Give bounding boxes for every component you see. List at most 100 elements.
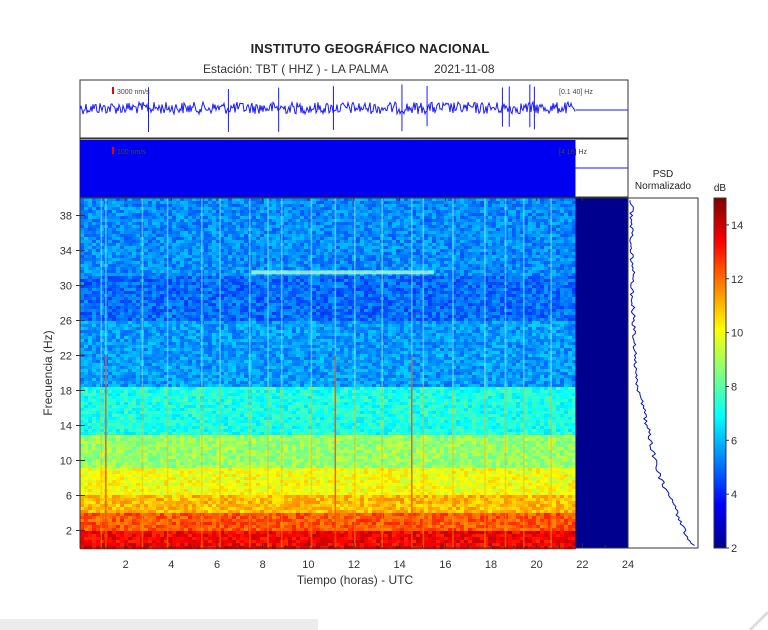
spectrogram-cell bbox=[276, 231, 281, 235]
spectrogram-cell bbox=[136, 240, 141, 244]
spectrogram-cell bbox=[520, 216, 525, 220]
spectrogram-cell bbox=[392, 306, 397, 310]
spectrogram-cell bbox=[564, 300, 569, 304]
spectrogram-cell bbox=[92, 282, 97, 286]
spectrogram-cell bbox=[452, 258, 457, 262]
spectrogram-cell bbox=[88, 198, 93, 202]
spectrogram-cell bbox=[536, 243, 541, 247]
spectrogram-cell bbox=[512, 315, 517, 319]
spectrogram-cell bbox=[148, 210, 153, 214]
spectrogram-cell bbox=[176, 237, 181, 241]
spectrogram-cell bbox=[144, 204, 149, 208]
spectrogram-cell bbox=[448, 282, 453, 286]
spectrogram-cell bbox=[476, 228, 481, 232]
spectrogram-cell bbox=[88, 234, 93, 238]
spectrogram-cell bbox=[180, 282, 185, 286]
spectrogram-cell bbox=[416, 282, 421, 286]
spectrogram-cell bbox=[172, 312, 177, 316]
spectrogram-cell bbox=[144, 243, 149, 247]
spectrogram-cell bbox=[316, 201, 321, 205]
spectrogram-cell bbox=[460, 231, 465, 235]
spectrogram-cell bbox=[516, 216, 521, 220]
spectrogram-cell bbox=[240, 309, 245, 313]
spectrogram-cell bbox=[96, 261, 101, 265]
spectrogram-cell bbox=[268, 249, 273, 253]
spectrogram-cell bbox=[348, 276, 353, 280]
spectrogram-cell bbox=[272, 285, 277, 289]
spectrogram-cell bbox=[476, 219, 481, 223]
spectrogram-cell bbox=[448, 270, 453, 274]
spectrogram-cell bbox=[480, 201, 485, 205]
spectrogram-cell bbox=[464, 201, 469, 205]
spectrogram-cell bbox=[124, 279, 129, 283]
spectrogram-cell bbox=[540, 210, 545, 214]
spectrogram-cell bbox=[484, 219, 489, 223]
spectrogram-cell bbox=[536, 246, 541, 250]
spectrogram-cell bbox=[456, 255, 461, 259]
spectrogram-cell bbox=[404, 216, 409, 220]
spectrogram-cell bbox=[216, 279, 221, 283]
spectrogram-cell bbox=[496, 282, 501, 286]
spectrogram-cell bbox=[468, 255, 473, 259]
spectrogram-cell bbox=[252, 300, 257, 304]
spectrogram-cell bbox=[252, 204, 257, 208]
spectrogram-cell bbox=[484, 243, 489, 247]
spectrogram-cell bbox=[180, 264, 185, 268]
spectrogram-cell bbox=[508, 201, 513, 205]
spectrogram-cell bbox=[272, 312, 277, 316]
spectrogram-cell bbox=[88, 294, 93, 298]
spectrogram-cell bbox=[560, 291, 565, 295]
spectrogram-cell bbox=[116, 222, 121, 226]
spectrogram-cell bbox=[308, 309, 313, 313]
spectrogram-cell bbox=[408, 258, 413, 262]
spectrogram-cell bbox=[500, 267, 505, 271]
spectrogram-cell bbox=[268, 210, 273, 214]
spectrogram-cell bbox=[340, 219, 345, 223]
spectrogram-cell bbox=[284, 198, 289, 202]
spectrogram-cell bbox=[148, 258, 153, 262]
spectrogram-cell bbox=[260, 258, 265, 262]
spectrogram-cell bbox=[568, 246, 573, 250]
spectrogram-cell bbox=[296, 279, 301, 283]
spectrogram-cell bbox=[260, 201, 265, 205]
spectrogram-cell bbox=[376, 303, 381, 307]
spectrogram-cell bbox=[360, 255, 365, 259]
spectrogram-cell bbox=[496, 297, 501, 301]
spectrogram-cell bbox=[560, 231, 565, 235]
spectrogram-cell bbox=[192, 288, 197, 292]
spectrogram-cell bbox=[124, 282, 129, 286]
spectrogram-cell bbox=[396, 267, 401, 271]
spectrogram-cell bbox=[460, 303, 465, 307]
spectrogram-cell bbox=[548, 264, 553, 268]
spectrogram-cell bbox=[412, 300, 417, 304]
spectrogram-cell bbox=[552, 279, 557, 283]
spectrogram-cell bbox=[324, 288, 329, 292]
spectrogram-cell bbox=[164, 282, 169, 286]
spectrogram-cell bbox=[208, 240, 213, 244]
spectrogram-cell bbox=[92, 258, 97, 262]
spectrogram-cell bbox=[548, 246, 553, 250]
spectrogram-cell bbox=[528, 231, 533, 235]
spectrogram-cell bbox=[324, 276, 329, 280]
spectrogram-cell bbox=[516, 249, 521, 253]
spectrogram-cell bbox=[292, 291, 297, 295]
spectrogram-cell bbox=[228, 303, 233, 307]
spectrogram-cell bbox=[324, 246, 329, 250]
spectrogram-cell bbox=[552, 315, 557, 319]
spectrogram-cell bbox=[424, 267, 429, 271]
spectrogram-cell bbox=[556, 279, 561, 283]
spectrogram-cell bbox=[112, 264, 117, 268]
spectrogram-cell bbox=[412, 210, 417, 214]
spectrogram-cell bbox=[536, 204, 541, 208]
spectrogram-cell bbox=[404, 258, 409, 262]
spectrogram-cell bbox=[180, 306, 185, 310]
spectrogram-cell bbox=[568, 312, 573, 316]
spectrogram-cell bbox=[572, 294, 576, 298]
spectrogram-cell bbox=[332, 219, 337, 223]
spectrogram-cell bbox=[164, 252, 169, 256]
spectrogram-cell bbox=[468, 282, 473, 286]
spectrogram-cell bbox=[436, 285, 441, 289]
spectrogram-cell bbox=[480, 222, 485, 226]
spectrogram-cell bbox=[364, 246, 369, 250]
spectrogram-cell bbox=[180, 243, 185, 247]
